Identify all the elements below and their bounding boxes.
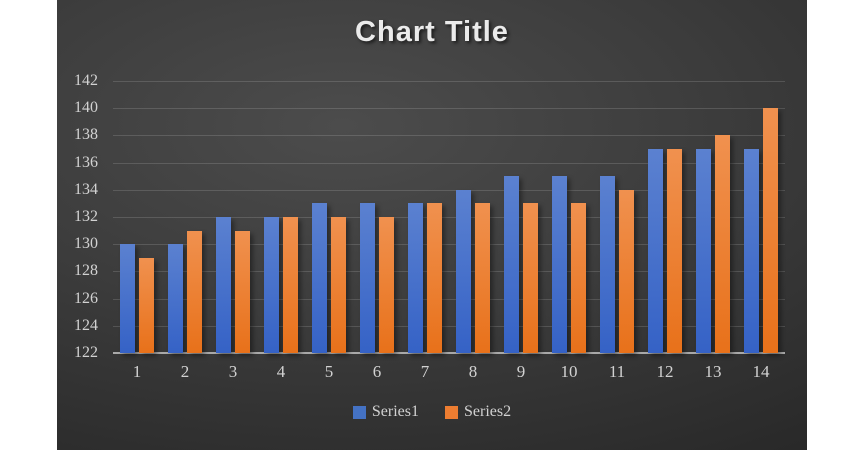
bar-series1-cat2[interactable] bbox=[168, 244, 183, 353]
category-group bbox=[689, 81, 737, 353]
category-group bbox=[737, 81, 785, 353]
bar-series1-cat8[interactable] bbox=[456, 189, 471, 353]
legend-item-series1[interactable]: Series1 bbox=[352, 403, 419, 421]
bar-series1-cat5[interactable] bbox=[312, 203, 327, 353]
x-tick-label: 7 bbox=[420, 362, 430, 381]
x-tick-label: 1 bbox=[132, 362, 142, 381]
legend-label: Series1 bbox=[371, 403, 419, 420]
category-group bbox=[353, 81, 401, 353]
x-axis: 1 2 3 4 5 6 7 8 9 10 11 12 13 14 bbox=[113, 362, 785, 386]
gridline bbox=[113, 271, 785, 273]
category-group bbox=[113, 81, 161, 353]
x-tick-label: 14 bbox=[752, 362, 770, 381]
legend-item-series2[interactable]: Series2 bbox=[445, 403, 511, 421]
bar-series2-cat5[interactable] bbox=[331, 217, 346, 353]
gridline bbox=[113, 162, 785, 164]
y-tick-label: 122 bbox=[74, 344, 98, 361]
y-tick-label: 124 bbox=[74, 316, 98, 334]
y-tick-label: 128 bbox=[74, 262, 98, 280]
x-tick-label: 5 bbox=[324, 362, 334, 381]
y-tick-label: 132 bbox=[74, 208, 98, 225]
bars-container bbox=[113, 81, 785, 353]
legend-swatch-icon bbox=[352, 405, 366, 419]
y-axis: 122 124 126 128 130 132 134 136 138 140 142 bbox=[57, 72, 106, 361]
gridline bbox=[113, 325, 785, 327]
gridline bbox=[113, 81, 785, 82]
legend-swatch-icon bbox=[445, 405, 458, 419]
bar-series2-cat14[interactable] bbox=[763, 108, 778, 353]
bar-series2-cat12[interactable] bbox=[667, 149, 682, 353]
category-group bbox=[641, 81, 689, 353]
x-tick-label: 10 bbox=[560, 362, 578, 381]
legend: Series1 Series2 bbox=[57, 403, 807, 421]
chart-title: Chart Title bbox=[355, 16, 509, 48]
bar-series2-cat4[interactable] bbox=[283, 217, 298, 353]
bar-series2-cat8[interactable] bbox=[475, 203, 490, 353]
bar-series2-cat11[interactable] bbox=[619, 189, 634, 353]
category-group bbox=[449, 81, 497, 353]
y-tick-label: 134 bbox=[74, 180, 98, 198]
gridline bbox=[113, 244, 785, 246]
y-tick-label: 140 bbox=[74, 99, 98, 117]
gridline bbox=[113, 135, 785, 137]
bar-series2-cat9[interactable] bbox=[523, 203, 538, 353]
bar-series1-cat4[interactable] bbox=[264, 217, 279, 353]
bar-series1-cat10[interactable] bbox=[552, 176, 567, 353]
x-tick-label: 12 bbox=[656, 362, 674, 381]
x-tick-label: 3 bbox=[228, 362, 238, 381]
bar-series1-cat13[interactable] bbox=[696, 149, 711, 353]
bar-series1-cat7[interactable] bbox=[408, 203, 423, 353]
category-group bbox=[497, 81, 545, 353]
gridline bbox=[113, 189, 785, 191]
chart-slide: Chart Title 122 124 126 128 130 132 134 136 138 1… bbox=[57, 0, 807, 450]
y-tick-label: 138 bbox=[74, 126, 98, 144]
category-group bbox=[545, 81, 593, 353]
bar-series1-cat1[interactable] bbox=[120, 244, 135, 353]
category-group bbox=[305, 81, 353, 353]
bar-series1-cat14[interactable] bbox=[744, 149, 759, 353]
plot-area bbox=[113, 81, 785, 354]
bar-series1-cat11[interactable] bbox=[600, 176, 615, 353]
x-tick-label: 9 bbox=[516, 362, 526, 381]
gridline bbox=[113, 298, 785, 300]
bar-series1-cat3[interactable] bbox=[216, 217, 231, 353]
gridline bbox=[113, 108, 785, 110]
bar-series1-cat6[interactable] bbox=[360, 203, 375, 353]
x-tick-label: 13 bbox=[704, 362, 722, 381]
bar-series2-cat6[interactable] bbox=[379, 217, 394, 353]
x-axis-line bbox=[113, 352, 785, 354]
y-tick-label: 136 bbox=[74, 153, 98, 171]
legend-label: Series2 bbox=[464, 403, 512, 420]
x-tick-label: 8 bbox=[468, 362, 478, 381]
x-tick-label: 11 bbox=[608, 362, 626, 381]
category-group bbox=[593, 81, 641, 353]
bar-series1-cat12[interactable] bbox=[648, 149, 663, 353]
bar-series2-cat10[interactable] bbox=[571, 203, 586, 353]
gridline bbox=[113, 217, 785, 218]
bar-series2-cat7[interactable] bbox=[427, 203, 442, 353]
bar-series2-cat13[interactable] bbox=[715, 135, 730, 353]
x-tick-label: 6 bbox=[372, 362, 382, 381]
x-tick-label: 2 bbox=[180, 362, 190, 381]
category-group bbox=[209, 81, 257, 353]
x-tick-label: 4 bbox=[276, 362, 286, 381]
category-group bbox=[161, 81, 209, 353]
y-tick-label: 130 bbox=[74, 235, 98, 253]
bar-series2-cat3[interactable] bbox=[235, 230, 250, 353]
y-tick-label: 142 bbox=[74, 72, 98, 89]
category-group bbox=[401, 81, 449, 353]
bar-series1-cat9[interactable] bbox=[504, 176, 519, 353]
category-group bbox=[257, 81, 305, 353]
y-tick-label: 126 bbox=[74, 289, 98, 307]
bar-series2-cat1[interactable] bbox=[139, 257, 154, 353]
bar-series2-cat2[interactable] bbox=[187, 230, 202, 353]
